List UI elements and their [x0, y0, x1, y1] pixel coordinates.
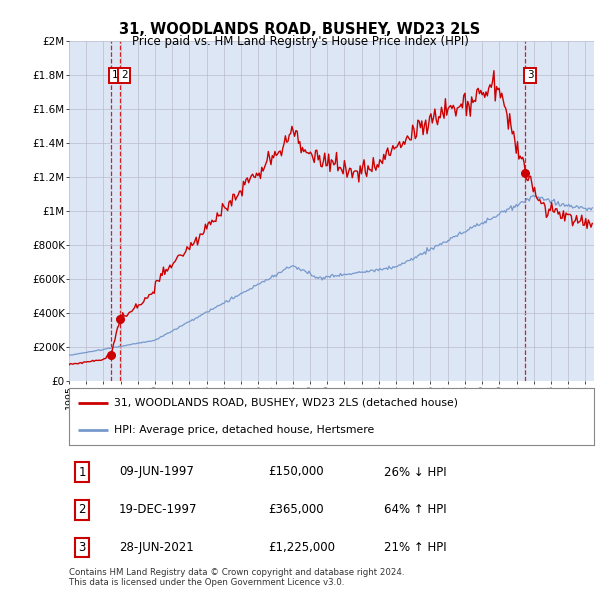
Text: 21% ↑ HPI: 21% ↑ HPI — [384, 541, 446, 554]
Text: £1,225,000: £1,225,000 — [269, 541, 335, 554]
Text: 3: 3 — [527, 70, 533, 80]
Text: 1: 1 — [79, 466, 86, 478]
Text: 64% ↑ HPI: 64% ↑ HPI — [384, 503, 446, 516]
Text: 31, WOODLANDS ROAD, BUSHEY, WD23 2LS: 31, WOODLANDS ROAD, BUSHEY, WD23 2LS — [119, 22, 481, 37]
Text: Contains HM Land Registry data © Crown copyright and database right 2024.
This d: Contains HM Land Registry data © Crown c… — [69, 568, 404, 587]
Text: 2: 2 — [121, 70, 128, 80]
Text: Price paid vs. HM Land Registry's House Price Index (HPI): Price paid vs. HM Land Registry's House … — [131, 35, 469, 48]
Text: 09-JUN-1997: 09-JUN-1997 — [119, 466, 194, 478]
Text: £365,000: £365,000 — [269, 503, 324, 516]
Text: 1: 1 — [112, 70, 118, 80]
Text: £150,000: £150,000 — [269, 466, 324, 478]
Text: 26% ↓ HPI: 26% ↓ HPI — [384, 466, 446, 478]
Text: 19-DEC-1997: 19-DEC-1997 — [119, 503, 197, 516]
Text: 3: 3 — [79, 541, 86, 554]
Text: HPI: Average price, detached house, Hertsmere: HPI: Average price, detached house, Hert… — [113, 425, 374, 435]
Text: 28-JUN-2021: 28-JUN-2021 — [119, 541, 194, 554]
Text: 2: 2 — [79, 503, 86, 516]
Text: 31, WOODLANDS ROAD, BUSHEY, WD23 2LS (detached house): 31, WOODLANDS ROAD, BUSHEY, WD23 2LS (de… — [113, 398, 458, 408]
